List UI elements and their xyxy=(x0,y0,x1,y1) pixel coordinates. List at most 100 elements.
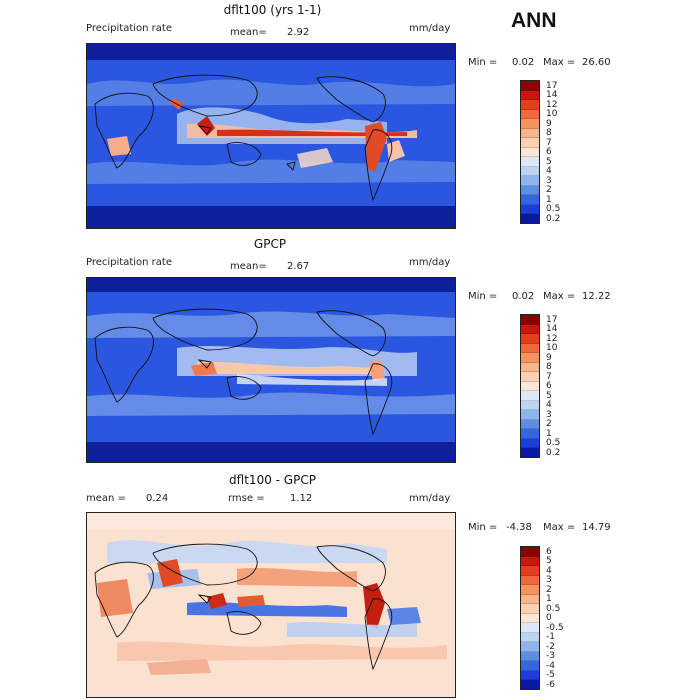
colorbar-swatch xyxy=(521,109,539,120)
colorbar-tick-label: 5 xyxy=(546,156,552,167)
panel-3-min-label: Min = xyxy=(468,522,498,533)
colorbar-tick-label: 7 xyxy=(546,371,552,382)
colorbar-tick-label: 10 xyxy=(546,109,558,120)
colorbar-tick-label: 1 xyxy=(546,194,552,205)
colorbar-swatch xyxy=(521,410,539,420)
colorbar-swatch xyxy=(521,204,539,215)
colorbar-tick-label: 6 xyxy=(546,381,552,392)
season-label: ANN xyxy=(511,9,557,32)
colorbar-swatch xyxy=(521,632,539,643)
panel-2-variable-label: Precipitation rate xyxy=(86,257,172,268)
colorbar-tick-label: 6 xyxy=(546,547,552,557)
panel-3-units: mm/day xyxy=(409,493,451,504)
colorbar-tick-label: 7 xyxy=(546,137,552,148)
panel-3-mean-value: 0.24 xyxy=(146,493,169,504)
colorbar-swatch xyxy=(521,381,539,392)
colorbar-swatch xyxy=(521,419,539,430)
colorbar-tick-label: -1 xyxy=(546,632,555,643)
panel-1-map xyxy=(86,43,456,229)
colorbar-swatch xyxy=(521,575,539,586)
colorbar-swatch xyxy=(521,642,539,652)
panel-1-min-value: 0.02 xyxy=(512,57,535,68)
colorbar-swatch xyxy=(521,119,539,129)
panel-2-min-label: Min = xyxy=(468,291,498,302)
colorbar-swatch xyxy=(521,90,539,101)
colorbar-swatch xyxy=(521,448,539,457)
colorbar-tick-label: -0.5 xyxy=(546,622,564,633)
panel-3-mean-label: mean = xyxy=(86,493,126,504)
colorbar-tick-label: -3 xyxy=(546,651,555,662)
colorbar-tick-label: 5 xyxy=(546,556,552,567)
colorbar-tick-label: 12 xyxy=(546,333,558,344)
panel-3-colorbar-labels: 6 5 4 3 2 1 0.5 0 -0.5 -1 -2 -3 -4 -5 -6 xyxy=(546,547,564,690)
colorbar-tick-label: 4 xyxy=(546,400,552,411)
panel-1-mean-value: 2.92 xyxy=(287,27,310,38)
panel-2-colorbar xyxy=(520,314,540,458)
colorbar-tick-label: 10 xyxy=(546,343,558,354)
colorbar-tick-label: 0.2 xyxy=(546,447,561,458)
colorbar-swatch xyxy=(521,391,539,401)
colorbar-swatch xyxy=(521,334,539,344)
colorbar-swatch xyxy=(521,81,539,91)
colorbar-swatch xyxy=(521,176,539,186)
colorbar-swatch xyxy=(521,147,539,158)
colorbar-tick-label: 0 xyxy=(546,613,552,624)
colorbar-swatch xyxy=(521,214,539,223)
panel-3-min-value: -4.38 xyxy=(506,522,532,533)
colorbar-tick-label: 9 xyxy=(546,118,552,129)
colorbar-swatch xyxy=(521,680,539,689)
colorbar-swatch xyxy=(521,604,539,614)
panel-3-title: dflt100 - GPCP xyxy=(229,473,316,487)
colorbar-swatch xyxy=(521,343,539,354)
colorbar-swatch xyxy=(521,128,539,139)
colorbar-tick-label: 0.5 xyxy=(546,438,561,449)
colorbar-swatch xyxy=(521,661,539,671)
panel-1-max-value: 26.60 xyxy=(582,57,611,68)
colorbar-tick-label: 12 xyxy=(546,99,558,110)
colorbar-tick-label: 17 xyxy=(546,81,558,91)
colorbar-swatch xyxy=(521,613,539,624)
colorbar-swatch xyxy=(521,566,539,576)
panel-3-colorbar xyxy=(520,546,540,690)
colorbar-tick-label: 9 xyxy=(546,352,552,363)
colorbar-tick-label: 8 xyxy=(546,362,552,373)
colorbar-tick-label: 0.5 xyxy=(546,603,561,614)
colorbar-swatch xyxy=(521,353,539,363)
panel-1-title: dflt100 (yrs 1-1) xyxy=(223,3,322,17)
colorbar-tick-label: 17 xyxy=(546,315,558,325)
colorbar-tick-label: 1 xyxy=(546,594,552,605)
panel-2-units: mm/day xyxy=(409,257,451,268)
colorbar-swatch xyxy=(521,166,539,177)
colorbar-swatch xyxy=(521,324,539,335)
panel-3-map xyxy=(86,512,456,698)
panel-2-mean-value: 2.67 xyxy=(287,261,310,272)
colorbar-tick-label: 8 xyxy=(546,128,552,139)
panel-1-variable-label: Precipitation rate xyxy=(86,23,172,34)
panel-2-min-value: 0.02 xyxy=(512,291,535,302)
panel-2-map xyxy=(86,277,456,463)
panel-1-colorbar-labels: 17 14 12 10 9 8 7 6 5 4 3 2 1 0.5 0.2 xyxy=(546,81,561,224)
colorbar-tick-label: -2 xyxy=(546,641,555,652)
panel-3-rmse-value: 1.12 xyxy=(290,493,313,504)
colorbar-tick-label: -5 xyxy=(546,670,555,681)
panel-2-colorbar-labels: 17 14 12 10 9 8 7 6 5 4 3 2 1 0.5 0.2 xyxy=(546,315,561,458)
colorbar-swatch xyxy=(521,623,539,633)
colorbar-tick-label: 2 xyxy=(546,419,552,430)
colorbar-swatch xyxy=(521,438,539,449)
colorbar-tick-label: 14 xyxy=(546,90,558,101)
colorbar-swatch xyxy=(521,100,539,110)
colorbar-swatch xyxy=(521,429,539,439)
colorbar-tick-label: 0.5 xyxy=(546,204,561,215)
colorbar-swatch xyxy=(521,362,539,373)
colorbar-swatch xyxy=(521,651,539,662)
colorbar-swatch xyxy=(521,195,539,205)
colorbar-tick-label: 14 xyxy=(546,324,558,335)
panel-2-max-label: Max = xyxy=(543,291,576,302)
colorbar-swatch xyxy=(521,400,539,411)
colorbar-swatch xyxy=(521,585,539,595)
colorbar-tick-label: 3 xyxy=(546,175,552,186)
panel-1-mean-label: mean= xyxy=(230,27,267,38)
panel-3-max-value: 14.79 xyxy=(582,522,611,533)
colorbar-swatch xyxy=(521,670,539,681)
